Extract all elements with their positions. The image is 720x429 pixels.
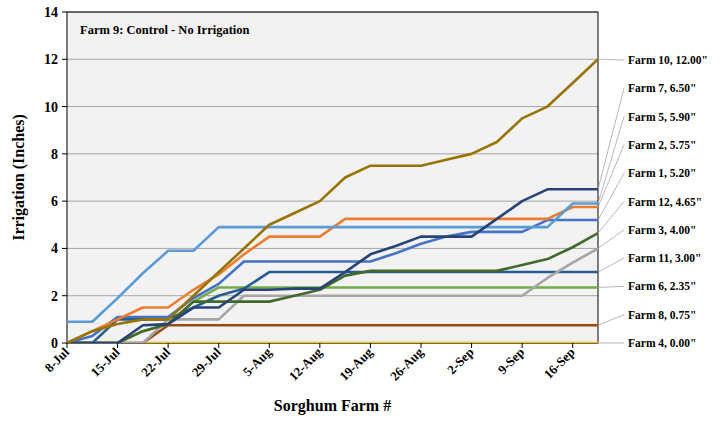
- series-label: Farm 7, 6.50": [628, 82, 696, 94]
- y-tick-label: 12: [44, 52, 58, 67]
- x-axis-title: Sorghum Farm #: [274, 397, 391, 415]
- leader-line: [598, 202, 624, 234]
- x-tick: [218, 343, 219, 348]
- grid-line: [67, 59, 598, 60]
- x-tick: [370, 343, 371, 348]
- x-tick-label: 12-Aug: [286, 344, 326, 384]
- x-tick: [67, 343, 68, 348]
- series-label: Farm 12, 4.65": [628, 196, 702, 208]
- leader-line: [598, 315, 624, 326]
- x-tick: [319, 343, 320, 348]
- series-label: Farm 10, 12.00": [628, 54, 708, 66]
- x-tick-label: 29-Jul: [189, 344, 224, 379]
- series-label: Farm 3, 4.00": [628, 224, 696, 236]
- x-tick-label: 5-Aug: [240, 344, 275, 379]
- x-tick: [421, 343, 422, 348]
- chart: 024681012148-Jul15-Jul22-Jul29-Jul5-Aug1…: [0, 0, 720, 429]
- x-tick: [117, 343, 118, 348]
- y-tick: [62, 201, 67, 202]
- x-tick: [572, 343, 573, 348]
- x-tick: [168, 343, 169, 348]
- series-label: Farm 4, 0.00": [628, 337, 696, 349]
- x-tick: [522, 343, 523, 348]
- series-label: Farm 11, 3.00": [628, 252, 701, 264]
- plot-area: [67, 12, 598, 343]
- x-tick: [471, 343, 472, 348]
- y-tick-label: 14: [44, 5, 58, 20]
- annotation: Farm 9: Control - No Irrigation: [80, 23, 250, 37]
- series-label: Farm 1, 5.20": [628, 167, 696, 179]
- y-tick: [62, 153, 67, 154]
- x-tick-label: 22-Jul: [138, 344, 173, 379]
- x-tick-label: 19-Aug: [336, 344, 376, 384]
- lines: [67, 59, 598, 343]
- series-label: Farm 5, 5.90": [628, 111, 696, 123]
- y-tick-label: 6: [51, 194, 58, 209]
- series-label: Farm 8, 0.75": [628, 309, 696, 321]
- y-tick-label: 2: [51, 289, 58, 304]
- leader-line: [598, 145, 624, 207]
- x-tick-label: 8-Jul: [42, 344, 73, 375]
- leader-line: [598, 230, 624, 249]
- leader-line: [598, 59, 624, 61]
- x-tick-label: 2-Sep: [444, 345, 477, 378]
- series-line: [67, 59, 598, 343]
- leader-line: [598, 117, 624, 204]
- leader-line: [598, 286, 624, 287]
- y-tick-label: 4: [51, 241, 58, 256]
- series-line: [67, 204, 598, 322]
- plot-frame: [67, 12, 598, 343]
- grid-line: [67, 248, 598, 249]
- y-axis-title: Irrigation (Inches): [10, 114, 28, 241]
- series-label: Farm 2, 5.75": [628, 139, 696, 151]
- grid-line: [67, 106, 598, 107]
- x-tick-label: 15-Jul: [88, 344, 123, 379]
- y-tick-label: 8: [51, 147, 58, 162]
- y-tick: [62, 106, 67, 107]
- leader-line: [598, 343, 624, 344]
- y-tick: [62, 59, 67, 60]
- leader-line: [598, 173, 624, 220]
- grid-line: [67, 153, 598, 154]
- y-tick-label: 10: [44, 100, 58, 115]
- grid-line: [67, 201, 598, 202]
- series-line: [67, 233, 598, 343]
- y-tick: [62, 248, 67, 249]
- y-tick: [62, 12, 67, 13]
- x-tick: [269, 343, 270, 348]
- y-tick: [62, 295, 67, 296]
- leader-line: [598, 258, 624, 272]
- series-label: Farm 6, 2.35": [628, 280, 696, 292]
- leader-line: [598, 88, 624, 189]
- x-tick-label: 9-Sep: [495, 345, 528, 378]
- x-tick-label: 16-Sep: [541, 345, 578, 382]
- x-tick-label: 26-Aug: [387, 344, 427, 384]
- y-tick: [62, 343, 67, 344]
